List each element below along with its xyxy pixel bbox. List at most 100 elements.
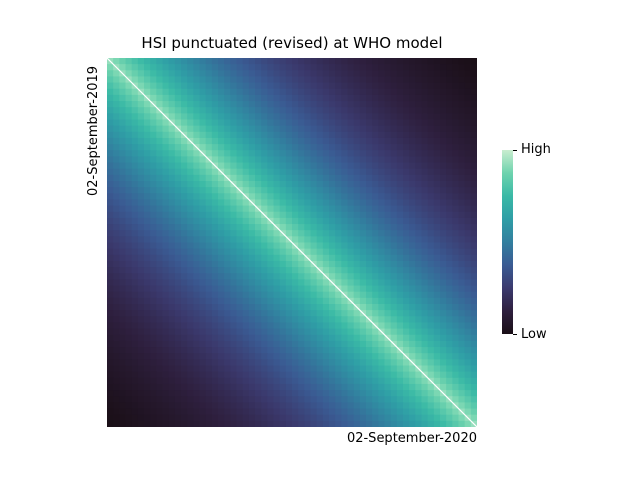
- heatmap-cell: [384, 291, 392, 299]
- heatmap-cell: [242, 205, 250, 213]
- heatmap-cell: [433, 230, 441, 237]
- heatmap-cell: [125, 113, 133, 121]
- heatmap-cell: [137, 236, 145, 244]
- heatmap-cell: [304, 304, 312, 311]
- heatmap-cell: [273, 236, 281, 244]
- heatmap-cell: [433, 64, 441, 71]
- heatmap-cell: [174, 279, 182, 287]
- heatmap-cell: [205, 58, 213, 65]
- heatmap-cell: [304, 94, 312, 102]
- heatmap-cell: [193, 334, 201, 342]
- heatmap-cell: [193, 328, 201, 336]
- heatmap-cell: [366, 383, 373, 391]
- heatmap-cell: [156, 82, 164, 90]
- heatmap-cell: [168, 402, 176, 410]
- heatmap-cell: [347, 377, 355, 385]
- heatmap-cell: [335, 359, 342, 367]
- heatmap-cell: [187, 353, 194, 360]
- heatmap-cell: [279, 58, 287, 65]
- colorbar: [502, 150, 513, 334]
- heatmap-cell: [156, 187, 164, 194]
- heatmap-cell: [242, 119, 250, 127]
- heatmap-cell: [279, 408, 287, 416]
- heatmap-cell: [329, 174, 336, 182]
- heatmap-cell: [144, 420, 151, 427]
- heatmap-cell: [322, 230, 330, 237]
- heatmap-cell: [255, 76, 262, 84]
- heatmap-cell: [199, 199, 207, 207]
- heatmap-cell: [150, 322, 157, 330]
- heatmap-cell: [137, 347, 145, 354]
- heatmap-cell: [396, 285, 404, 293]
- heatmap-cell: [310, 408, 318, 416]
- heatmap-cell: [230, 316, 238, 324]
- heatmap-cell: [230, 193, 238, 201]
- heatmap-cell: [168, 297, 176, 305]
- heatmap-cell: [329, 353, 336, 360]
- heatmap-cell: [470, 267, 477, 274]
- heatmap-cell: [107, 260, 114, 268]
- heatmap-cell: [255, 119, 262, 127]
- heatmap-cell: [458, 353, 466, 360]
- heatmap-cell: [137, 340, 145, 348]
- heatmap-cell: [353, 156, 361, 164]
- heatmap-cell: [409, 217, 416, 225]
- heatmap-cell: [255, 94, 262, 102]
- heatmap-cell: [384, 131, 392, 139]
- heatmap-cell: [341, 414, 349, 422]
- heatmap-cell: [125, 310, 133, 317]
- heatmap-cell: [341, 174, 349, 182]
- heatmap-cell: [396, 353, 404, 360]
- heatmap-cell: [427, 328, 435, 336]
- heatmap-cell: [218, 174, 225, 182]
- heatmap-cell: [329, 144, 336, 151]
- heatmap-cell: [131, 316, 139, 324]
- heatmap-cell: [433, 70, 441, 78]
- heatmap-cell: [181, 408, 188, 416]
- heatmap-cell: [125, 328, 133, 336]
- heatmap-cell: [378, 420, 386, 427]
- heatmap-cell: [150, 365, 157, 373]
- heatmap-cell: [341, 304, 349, 311]
- heatmap-cell: [242, 353, 250, 360]
- heatmap-cell: [298, 420, 305, 427]
- heatmap-cell: [273, 88, 281, 96]
- heatmap-cell: [144, 365, 151, 373]
- heatmap-cell: [224, 107, 231, 114]
- heatmap-cell: [255, 150, 262, 157]
- heatmap-cell: [366, 273, 373, 280]
- heatmap-cell: [168, 408, 176, 416]
- heatmap-cell: [187, 420, 194, 427]
- heatmap-cell: [205, 254, 213, 262]
- heatmap-cell: [267, 119, 275, 127]
- heatmap-cell: [174, 340, 182, 348]
- heatmap-cell: [396, 402, 404, 410]
- heatmap-cell: [415, 113, 423, 121]
- heatmap-cell: [261, 365, 268, 373]
- heatmap-cell: [279, 76, 287, 84]
- heatmap-cell: [150, 353, 157, 360]
- heatmap-cell: [174, 150, 182, 157]
- heatmap-cell: [304, 199, 312, 207]
- heatmap-cell: [384, 64, 392, 71]
- heatmap-cell: [242, 402, 250, 410]
- heatmap-cell: [119, 88, 127, 96]
- heatmap-cell: [470, 359, 477, 367]
- heatmap-cell: [150, 193, 157, 201]
- heatmap-cell: [137, 328, 145, 336]
- heatmap-cell: [378, 365, 386, 373]
- heatmap-cell: [403, 181, 410, 188]
- heatmap-cell: [174, 217, 182, 225]
- heatmap-cell: [366, 371, 373, 379]
- heatmap-cell: [125, 211, 133, 219]
- heatmap-cell: [119, 174, 127, 182]
- heatmap-cell: [125, 420, 133, 427]
- heatmap-cell: [224, 402, 231, 410]
- heatmap-cell: [285, 254, 293, 262]
- heatmap-cell: [329, 402, 336, 410]
- heatmap-cell: [279, 107, 287, 114]
- heatmap-cell: [273, 125, 281, 133]
- heatmap-cell: [267, 328, 275, 336]
- heatmap-cell: [267, 304, 275, 311]
- heatmap-cell: [230, 420, 238, 427]
